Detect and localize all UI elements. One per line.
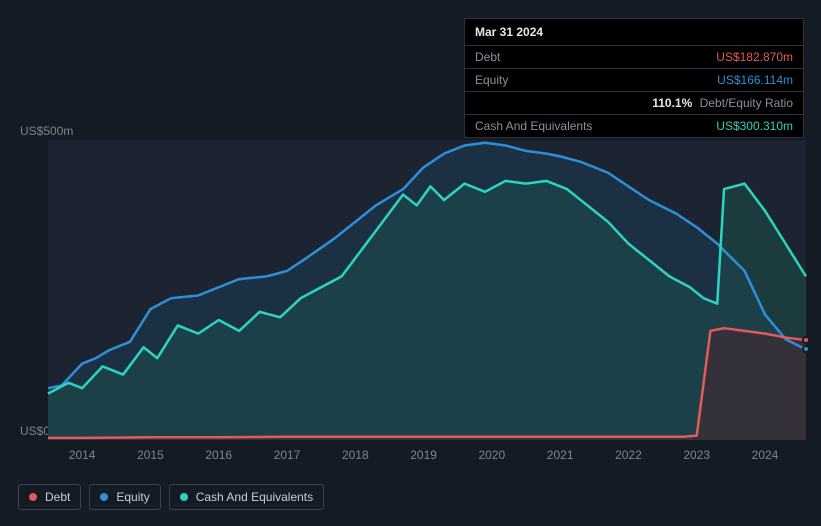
legend-dot-debt (29, 493, 37, 501)
y-axis-label-top: US$500m (20, 124, 73, 138)
tooltip-value-equity: US$166.114m (717, 73, 793, 87)
x-tick-2015: 2015 (137, 448, 164, 462)
tooltip-label-cash: Cash And Equivalents (475, 119, 716, 133)
legend-item-cash[interactable]: Cash And Equivalents (169, 484, 324, 510)
chart-tooltip: Mar 31 2024 Debt US$182.870m Equity US$1… (464, 18, 804, 138)
tooltip-value-cash: US$300.310m (716, 119, 793, 133)
legend-dot-equity (100, 493, 108, 501)
x-tick-2016: 2016 (205, 448, 232, 462)
x-tick-2017: 2017 (274, 448, 301, 462)
x-tick-2020: 2020 (479, 448, 506, 462)
tooltip-row-equity: Equity US$166.114m (465, 69, 803, 92)
tooltip-label-equity: Equity (475, 73, 717, 87)
tooltip-ratio-extra: Debt/Equity Ratio (700, 96, 793, 110)
legend-item-equity[interactable]: Equity (89, 484, 160, 510)
tooltip-value-ratio: 110.1% (652, 96, 692, 110)
x-tick-2019: 2019 (410, 448, 437, 462)
y-axis-label-bottom: US$0 (20, 424, 50, 438)
legend-label-debt: Debt (45, 490, 70, 504)
tooltip-value-debt: US$182.870m (716, 50, 793, 64)
tooltip-label-debt: Debt (475, 50, 716, 64)
tooltip-row-ratio: 110.1% Debt/Equity Ratio (465, 92, 803, 115)
legend-item-debt[interactable]: Debt (18, 484, 81, 510)
x-tick-2022: 2022 (615, 448, 642, 462)
x-tick-2014: 2014 (69, 448, 96, 462)
tooltip-date: Mar 31 2024 (465, 19, 803, 46)
x-tick-2018: 2018 (342, 448, 369, 462)
legend-dot-cash (180, 493, 188, 501)
chart-legend: Debt Equity Cash And Equivalents (18, 484, 324, 510)
x-tick-2021: 2021 (547, 448, 574, 462)
chart-svg (48, 140, 806, 440)
tooltip-row-cash: Cash And Equivalents US$300.310m (465, 115, 803, 137)
x-axis: 2014 2015 2016 2017 2018 2019 2020 2021 2022 2023… (48, 448, 806, 466)
tooltip-row-debt: Debt US$182.870m (465, 46, 803, 69)
end-marker-equity (802, 345, 810, 353)
legend-label-equity: Equity (116, 490, 149, 504)
chart-area[interactable] (48, 140, 806, 440)
end-marker-debt (802, 336, 810, 344)
x-tick-2023: 2023 (683, 448, 710, 462)
x-tick-2024: 2024 (752, 448, 779, 462)
tooltip-label-ratio (475, 96, 652, 110)
legend-label-cash: Cash And Equivalents (196, 490, 313, 504)
